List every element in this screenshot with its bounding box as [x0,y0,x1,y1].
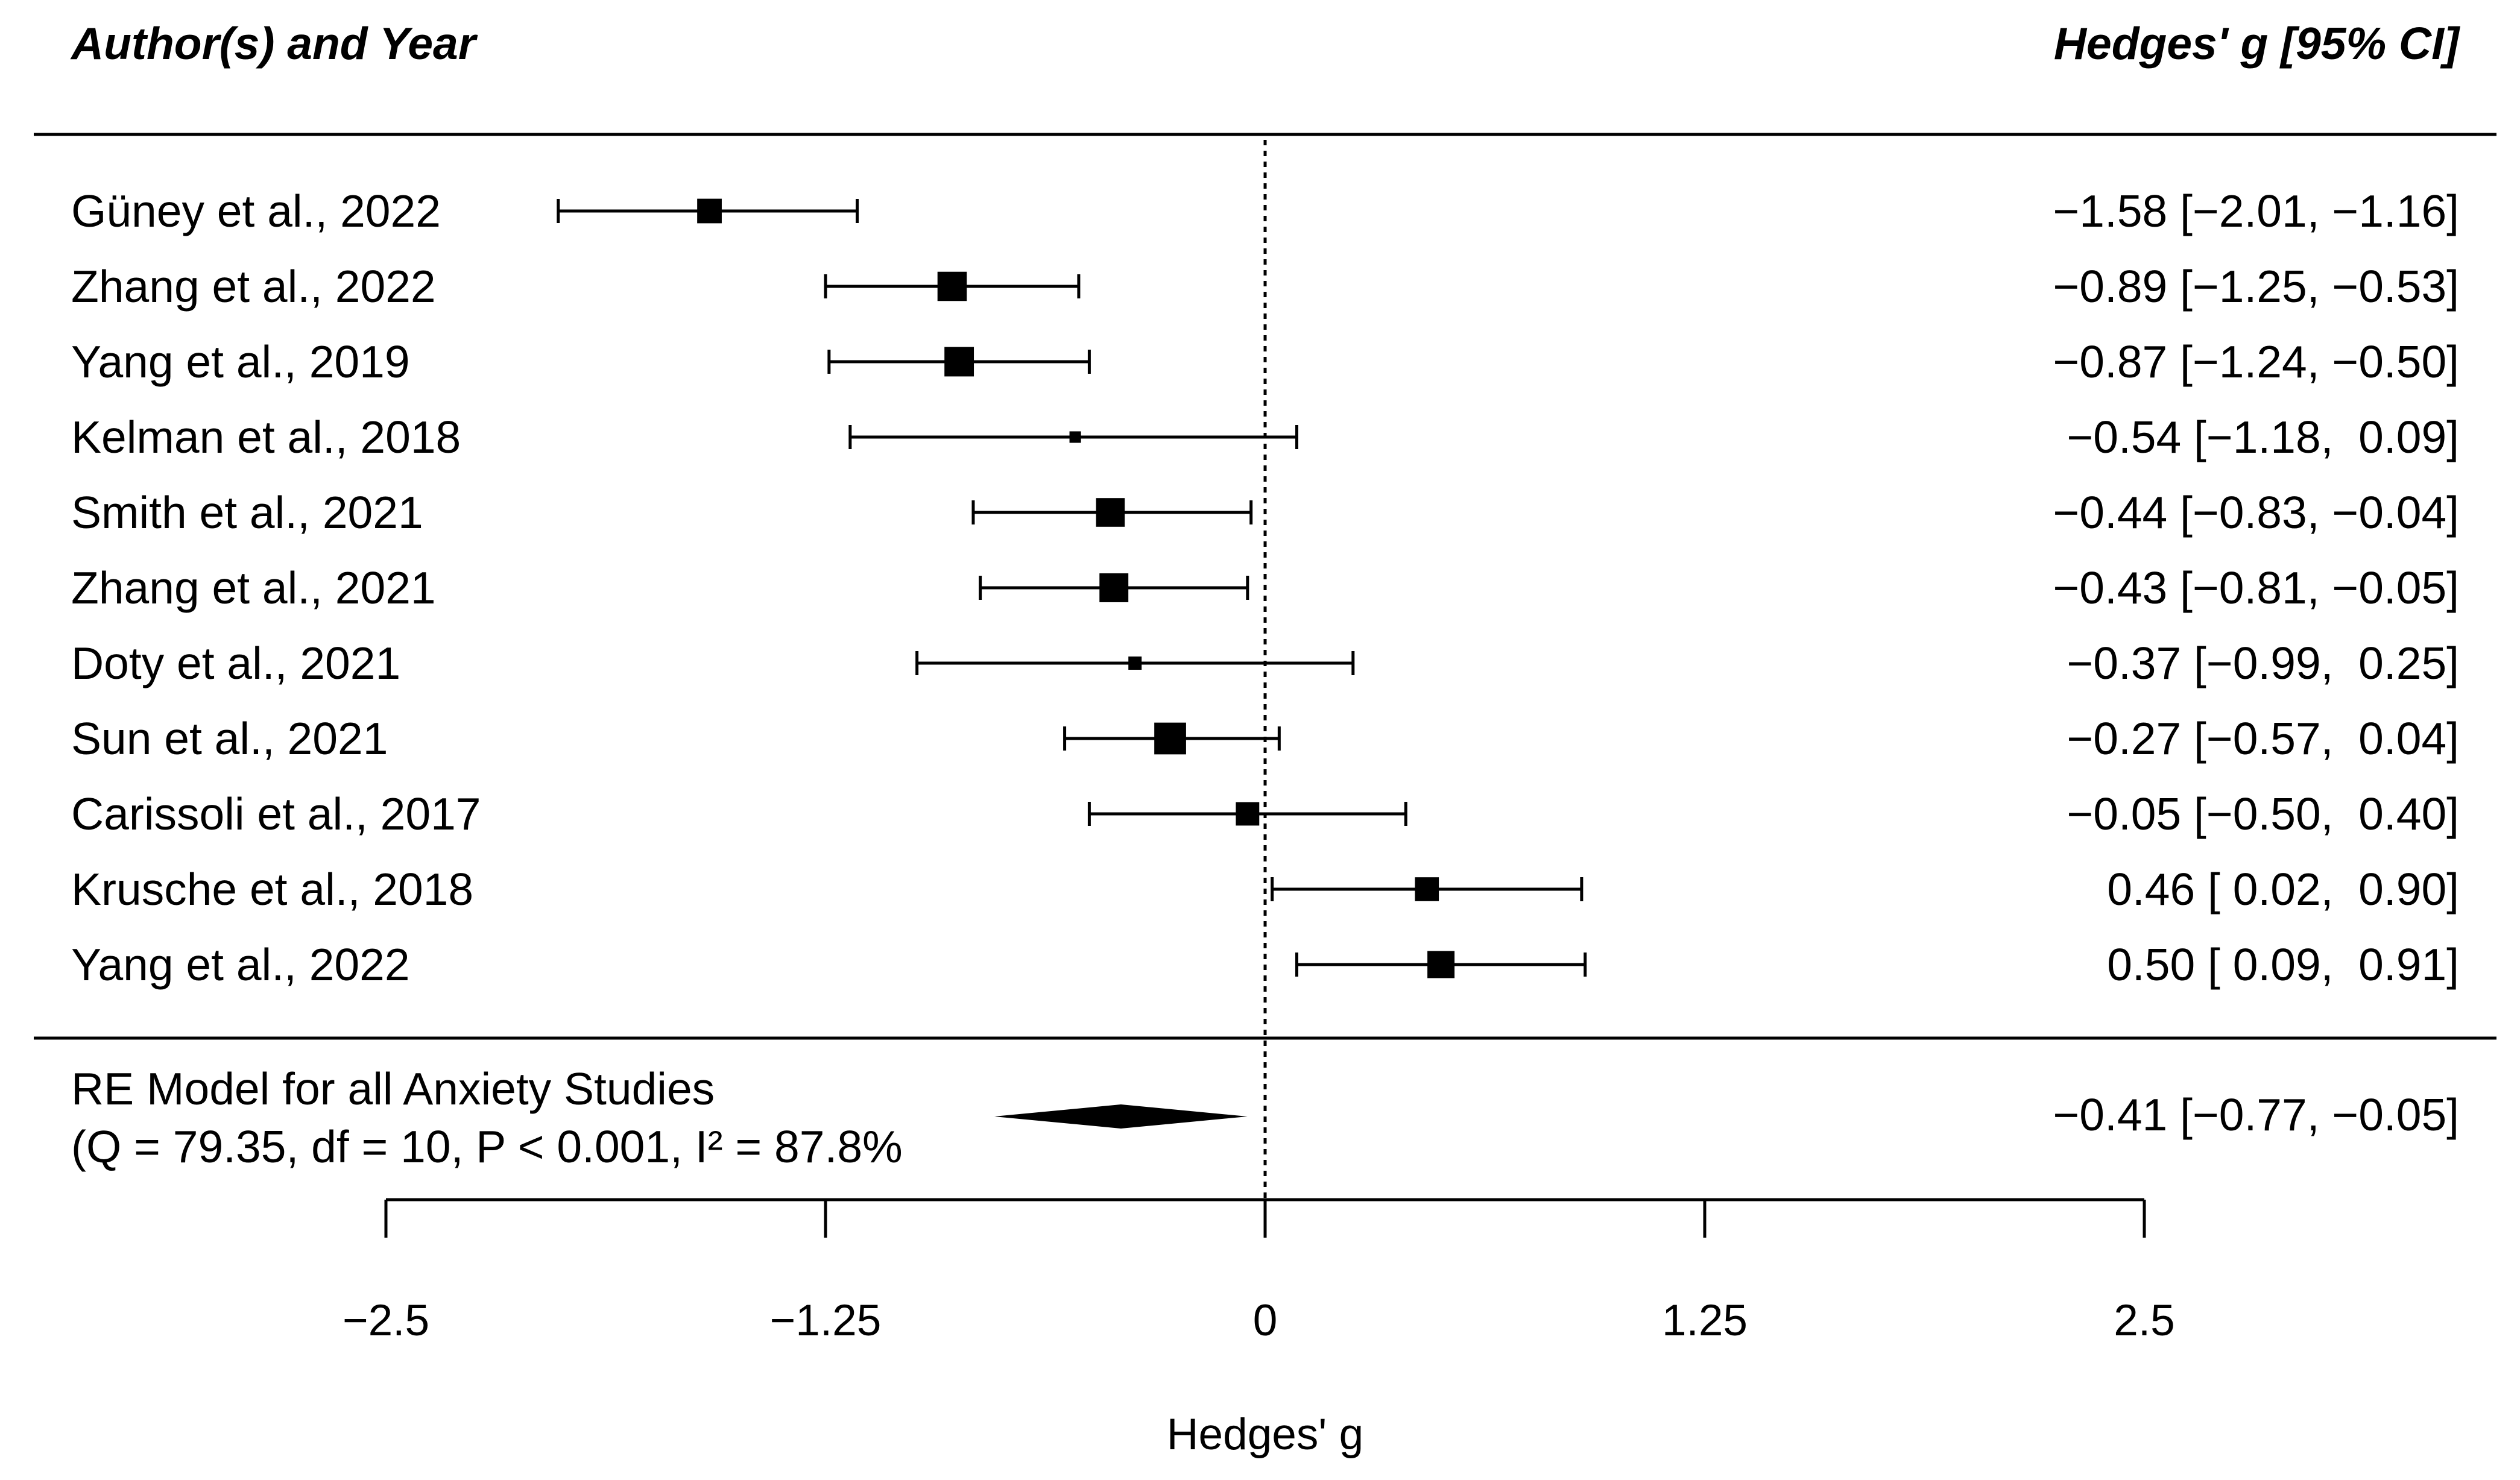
study-ci-text: −0.05 [−0.50, 0.40] [2067,789,2459,839]
study-ci-text: −0.87 [−1.24, −0.50] [2053,336,2460,387]
summary-row: RE Model for all Anxiety Studies (Q = 79… [71,1063,2459,1172]
x-tick-label: −2.5 [343,1296,429,1345]
study-label: Sun et al., 2021 [71,713,388,764]
effect-square [1096,498,1125,527]
study-row: Kelman et al., 2018 −0.54 [−1.18, 0.09] [71,412,2459,462]
effect-square [697,198,722,224]
study-row: Carissoli et al., 2017 −0.05 [−0.50, 0.40… [71,789,2459,839]
study-row: Zhang et al., 2021 −0.43 [−0.81, −0.05] [71,562,2459,613]
study-ci-text: −0.54 [−1.18, 0.09] [2067,412,2459,462]
effect-square [1128,657,1142,670]
study-rows: Güney et al., 2022 −1.58 [−2.01, −1.16] Zh… [71,186,2459,990]
effect-square [944,347,974,377]
x-axis-title: Hedges' g [1167,1410,1363,1459]
x-tick-label: 2.5 [2114,1296,2174,1345]
study-row: Doty et al., 2021 −0.37 [−0.99, 0.25] [71,638,2459,688]
x-tick-label: 1.25 [1662,1296,1748,1345]
x-axis: −2.5 −1.25 0 1.25 2.5 [343,1198,2175,1345]
study-label: Yang et al., 2019 [71,336,410,387]
effect-square [937,271,967,301]
study-ci-text: −0.27 [−0.57, 0.04] [2067,713,2459,764]
study-ci-text: −0.43 [−0.81, −0.05] [2053,562,2460,613]
study-row: Sun et al., 2021 −0.27 [−0.57, 0.04] [71,713,2459,764]
study-label: Zhang et al., 2021 [71,562,436,613]
effect-square [1069,431,1081,443]
study-row: Güney et al., 2022 −1.58 [−2.01, −1.16] [71,186,2459,236]
effect-square [1154,722,1186,755]
study-ci-text: −0.44 [−0.83, −0.04] [2053,487,2460,538]
study-row: Yang et al., 2022 0.50 [ 0.09, 0.91] [71,939,2459,990]
summary-label: RE Model for all Anxiety Studies [71,1063,715,1114]
effect-square [1415,877,1439,901]
effect-square [1427,951,1455,978]
study-row: Zhang et al., 2022 −0.89 [−1.25, −0.53] [71,261,2459,312]
study-ci-text: −0.37 [−0.99, 0.25] [2067,638,2459,688]
study-label: Yang et al., 2022 [71,939,410,990]
x-tick-label: 0 [1253,1296,1278,1345]
study-label: Doty et al., 2021 [71,638,400,688]
effect-square [1236,802,1260,826]
study-row: Smith et al., 2021 −0.44 [−0.83, −0.04] [71,487,2459,538]
study-label: Kelman et al., 2018 [71,412,461,462]
study-ci-text: 0.46 [ 0.02, 0.90] [2107,864,2459,915]
study-label: Carissoli et al., 2017 [71,789,481,839]
study-label: Smith et al., 2021 [71,487,423,538]
study-column-header: Author(s) and Year [70,18,478,69]
effect-square [1099,573,1129,602]
summary-diamond [994,1104,1248,1129]
study-row: Yang et al., 2019 −0.87 [−1.24, −0.50] [71,336,2459,387]
study-ci-text: −1.58 [−2.01, −1.16] [2053,186,2460,236]
x-tick-label: −1.25 [770,1296,882,1345]
effect-column-header: Hedges' g [95% CI] [2054,18,2461,69]
study-label: Güney et al., 2022 [71,186,441,236]
study-ci-text: 0.50 [ 0.09, 0.91] [2107,939,2459,990]
study-label: Zhang et al., 2022 [71,261,436,312]
study-ci-text: −0.89 [−1.25, −0.53] [2053,261,2460,312]
study-label: Krusche et al., 2018 [71,864,473,915]
summary-ci-text: −0.41 [−0.77, −0.05] [2053,1089,2460,1140]
study-row: Krusche et al., 2018 0.46 [ 0.02, 0.90] [71,864,2459,915]
summary-heterogeneity: (Q = 79.35, df = 10, P < 0.001, I² = 87.… [71,1121,903,1172]
